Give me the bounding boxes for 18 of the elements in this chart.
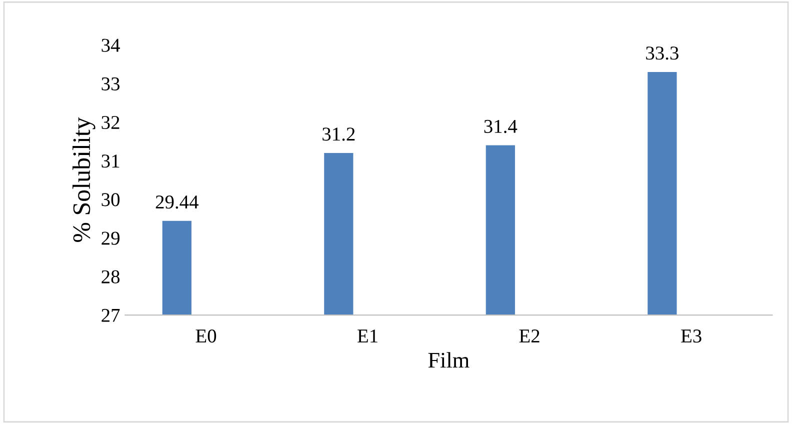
y-tick-label: 34: [102, 38, 120, 52]
x-tick-label: E0: [196, 329, 216, 343]
data-label: 33.3: [646, 46, 678, 60]
data-label: 29.44: [156, 196, 198, 209]
y-tick-label: 29: [102, 232, 120, 245]
data-label: 31.2: [322, 128, 355, 141]
data-label: 31.4: [484, 120, 518, 134]
y-tick-label: 30: [102, 193, 120, 206]
y-tick-label: 33: [102, 77, 120, 90]
y-tick-label: 27: [102, 308, 120, 322]
y-tick-label: 31: [102, 154, 120, 168]
x-tick-label: E2: [519, 330, 540, 342]
y-tick-label: 32: [102, 116, 120, 130]
y-tick-label: 28: [102, 270, 120, 284]
y-axis-title: % Solubility: [72, 117, 96, 242]
x-tick-label: E1: [358, 330, 378, 342]
x-tick-label: E3: [681, 330, 702, 343]
x-axis-title: Film: [428, 352, 470, 368]
